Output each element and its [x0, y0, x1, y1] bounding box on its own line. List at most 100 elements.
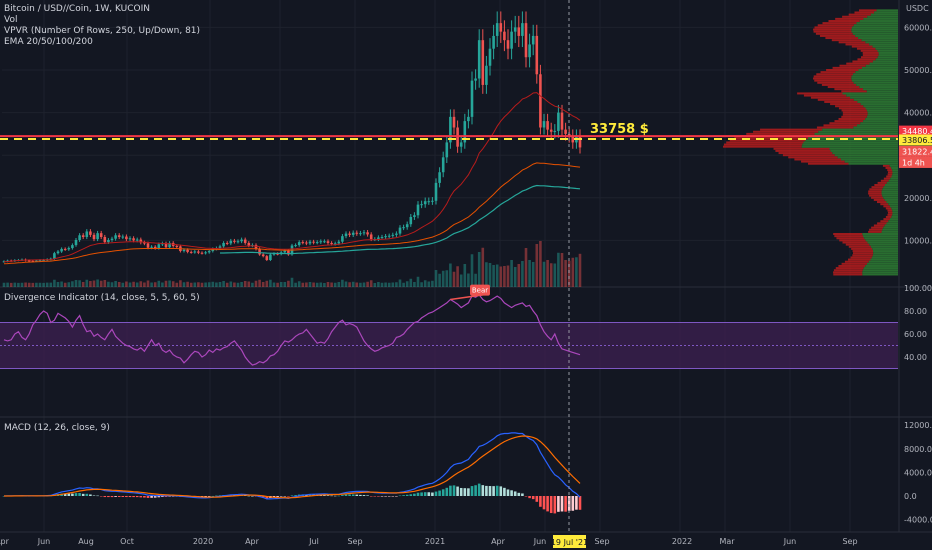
macd-histogram-bar	[452, 485, 456, 496]
macd-histogram-bar	[107, 496, 110, 498]
vpvr-bar-down	[838, 117, 866, 120]
volume-bar	[265, 280, 269, 287]
candle-body	[193, 251, 197, 253]
volume-bar	[215, 282, 218, 287]
volume-bar	[495, 264, 499, 287]
macd-histogram-bar	[549, 496, 553, 514]
macd-histogram-bar	[366, 495, 369, 496]
vpvr-bar-down	[832, 66, 863, 69]
volume-bar	[186, 281, 189, 287]
vpvr-bar-down	[852, 60, 873, 63]
volume-bar	[31, 282, 35, 287]
volume-bar	[326, 282, 330, 287]
candlestick-series[interactable]	[2, 11, 582, 263]
vpvr-bar-up	[888, 203, 898, 206]
vpvr-bar-down	[838, 41, 866, 44]
price-axes[interactable]: USDC60000.050000.040000.030000.020000.01…	[898, 0, 932, 532]
divergence-title[interactable]: Divergence Indicator (14, close, 5, 5, 6…	[4, 293, 200, 303]
vpvr-bar-up	[851, 75, 898, 78]
candle-body	[96, 233, 99, 240]
candle-body	[571, 136, 575, 143]
macd-pane[interactable]	[2, 432, 582, 514]
volume-bar	[269, 279, 272, 287]
candle-body	[449, 116, 452, 143]
vol-indicator-label[interactable]: Vol	[4, 15, 18, 25]
candle-body	[539, 74, 542, 128]
vpvr-bar-down	[746, 132, 815, 135]
candle-body	[420, 204, 423, 206]
candle-body	[506, 40, 510, 49]
macd-histogram-bar	[488, 486, 492, 496]
volume-bar	[384, 282, 387, 287]
vpvr-bar-up	[889, 205, 898, 208]
volume-bar	[521, 261, 524, 287]
vpvr-bar-down	[868, 190, 882, 193]
macd-title[interactable]: MACD (12, 26, close, 9)	[4, 423, 110, 433]
vpvr-bar-down	[817, 81, 854, 84]
candle-body	[542, 121, 546, 128]
time-axis-label: Mar	[719, 537, 735, 546]
vpvr-bar-up	[853, 81, 898, 84]
vpvr-bar-down	[797, 92, 843, 95]
candle-body	[125, 236, 128, 240]
volume-bar	[272, 282, 276, 287]
macd-histogram-bar	[247, 495, 251, 497]
price-levels[interactable]	[0, 135, 898, 140]
volume-bar	[207, 282, 211, 287]
time-axis-label: 2022	[672, 537, 692, 546]
volume-bar	[182, 282, 186, 287]
volume-bar	[294, 282, 297, 287]
volume-bar	[218, 282, 222, 287]
osc-tick-label: 40.00	[904, 353, 927, 362]
vpvr-bar-up	[863, 88, 898, 91]
volume-bar	[467, 273, 470, 287]
countdown-tag-bg	[899, 156, 932, 168]
candle-body	[74, 239, 78, 246]
macd-histogram-bar	[438, 490, 441, 496]
vpvr-bar-up	[892, 213, 898, 216]
macd-histogram-bar	[402, 495, 405, 496]
ema-100-line	[220, 184, 581, 255]
volume-bar	[330, 282, 333, 287]
symbol-title[interactable]: Bitcoin / USD//Coin, 1W, KUCOIN	[4, 4, 150, 14]
candle-body	[240, 239, 243, 242]
ema-indicator-label[interactable]: EMA 20/50/100/200	[4, 37, 93, 47]
vpvr-bar-up	[864, 237, 898, 240]
volume-bar	[146, 280, 150, 287]
volume-bar	[2, 282, 6, 287]
volume-bar	[341, 279, 344, 287]
vpvr-bar-up	[837, 156, 898, 159]
vpvr-indicator-label[interactable]: VPVR (Number Of Rows, 250, Up/Down, 81)	[4, 26, 201, 36]
volume-bar	[236, 282, 240, 287]
vpvr-bar-down	[838, 107, 866, 110]
ema-50-line	[3, 162, 581, 265]
divergence-pane[interactable]: Bear	[0, 284, 898, 369]
macd-histogram-bar	[470, 486, 474, 496]
vpvr-bar-down	[835, 267, 864, 270]
macd-histogram-bar	[96, 495, 99, 497]
macd-tick-label: 0.0	[904, 492, 917, 501]
vpvr-bar-down	[887, 209, 893, 212]
candle-body	[164, 243, 168, 248]
candle-body	[427, 201, 431, 203]
vpvr-bar-down	[887, 173, 893, 176]
vpvr-bar-down	[794, 158, 842, 161]
vpvr-bar-up	[862, 271, 898, 274]
time-axis[interactable]: Apr Jun Aug Oct 2020 Apr Jul Sep 2021 Apr Jun Sep 20…	[0, 535, 858, 548]
volume-bar	[456, 266, 459, 287]
macd-histogram-bar	[384, 496, 387, 497]
volume-bar	[103, 280, 107, 287]
vpvr-bar-up	[878, 54, 898, 57]
macd-histogram-bar	[168, 496, 171, 497]
candle-body	[441, 157, 445, 173]
vpvr-bar-up	[865, 239, 898, 242]
vpvr-bar-down	[887, 169, 893, 172]
macd-histogram-bar	[323, 495, 326, 496]
candle-body	[474, 78, 477, 81]
volume-bar	[150, 282, 153, 287]
macd-histogram-bar	[546, 496, 549, 512]
macd-histogram-bar	[276, 496, 279, 497]
vpvr-bar-up	[851, 28, 898, 31]
